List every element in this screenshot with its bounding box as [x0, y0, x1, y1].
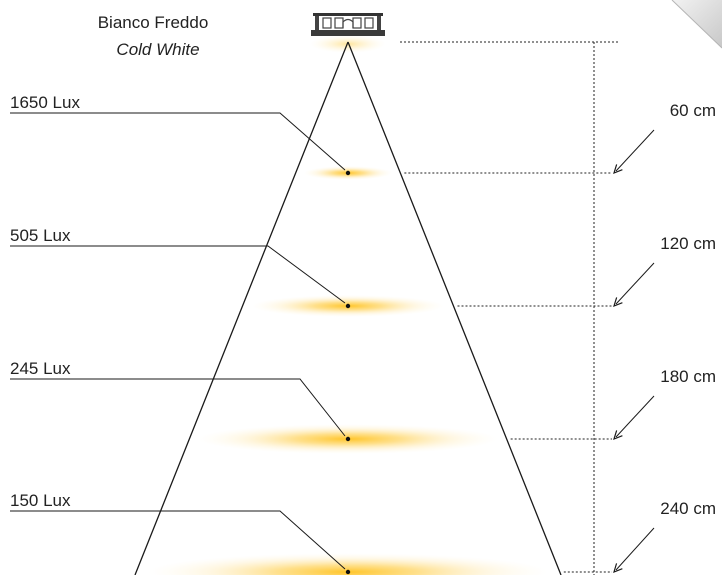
distance-arrowhead-2 — [613, 297, 623, 308]
measure-point-4 — [345, 569, 351, 575]
distance-arrow-3 — [615, 395, 655, 438]
page-fold-corner — [671, 0, 722, 49]
lux-label-4: 150 Lux — [10, 491, 71, 510]
light-pool-4 — [148, 553, 548, 575]
cone-right-edge — [347, 41, 562, 575]
lux-leader-line-1 — [10, 112, 346, 171]
distance-arrowhead-1 — [613, 164, 623, 175]
led-fixture-icon — [311, 13, 385, 36]
measure-point-3 — [345, 436, 351, 442]
distance-label-3: 180 cm — [660, 367, 716, 386]
lamp-glow — [310, 35, 386, 53]
measure-point-1 — [345, 170, 351, 176]
distance-arrow-1 — [615, 129, 655, 172]
title-main: Bianco Freddo — [98, 13, 209, 32]
lux-label-2: 505 Lux — [10, 226, 71, 245]
lux-label-1: 1650 Lux — [10, 93, 80, 112]
distance-arrowhead-3 — [613, 430, 623, 441]
cone-left-edge — [134, 41, 349, 575]
light-glows — [148, 166, 548, 575]
measure-point-2 — [345, 303, 351, 309]
distance-label-1: 60 cm — [670, 101, 716, 120]
distance-arrow-4 — [615, 527, 655, 571]
lux-leader-line-4 — [10, 510, 346, 570]
lux-leader-line-2 — [10, 245, 346, 304]
distance-arrowhead-4 — [613, 563, 623, 574]
distance-arrow-2 — [615, 262, 655, 305]
light-cone — [134, 41, 562, 575]
lux-label-3: 245 Lux — [10, 359, 71, 378]
title-sub: Cold White — [116, 40, 199, 59]
lux-leader-line-3 — [10, 378, 346, 437]
distance-label-2: 120 cm — [660, 234, 716, 253]
distance-label-4: 240 cm — [660, 499, 716, 518]
levels: 1650 Lux 60 cm 505 Lux 120 cm 245 Lux 180 cm 1… — [10, 93, 716, 575]
